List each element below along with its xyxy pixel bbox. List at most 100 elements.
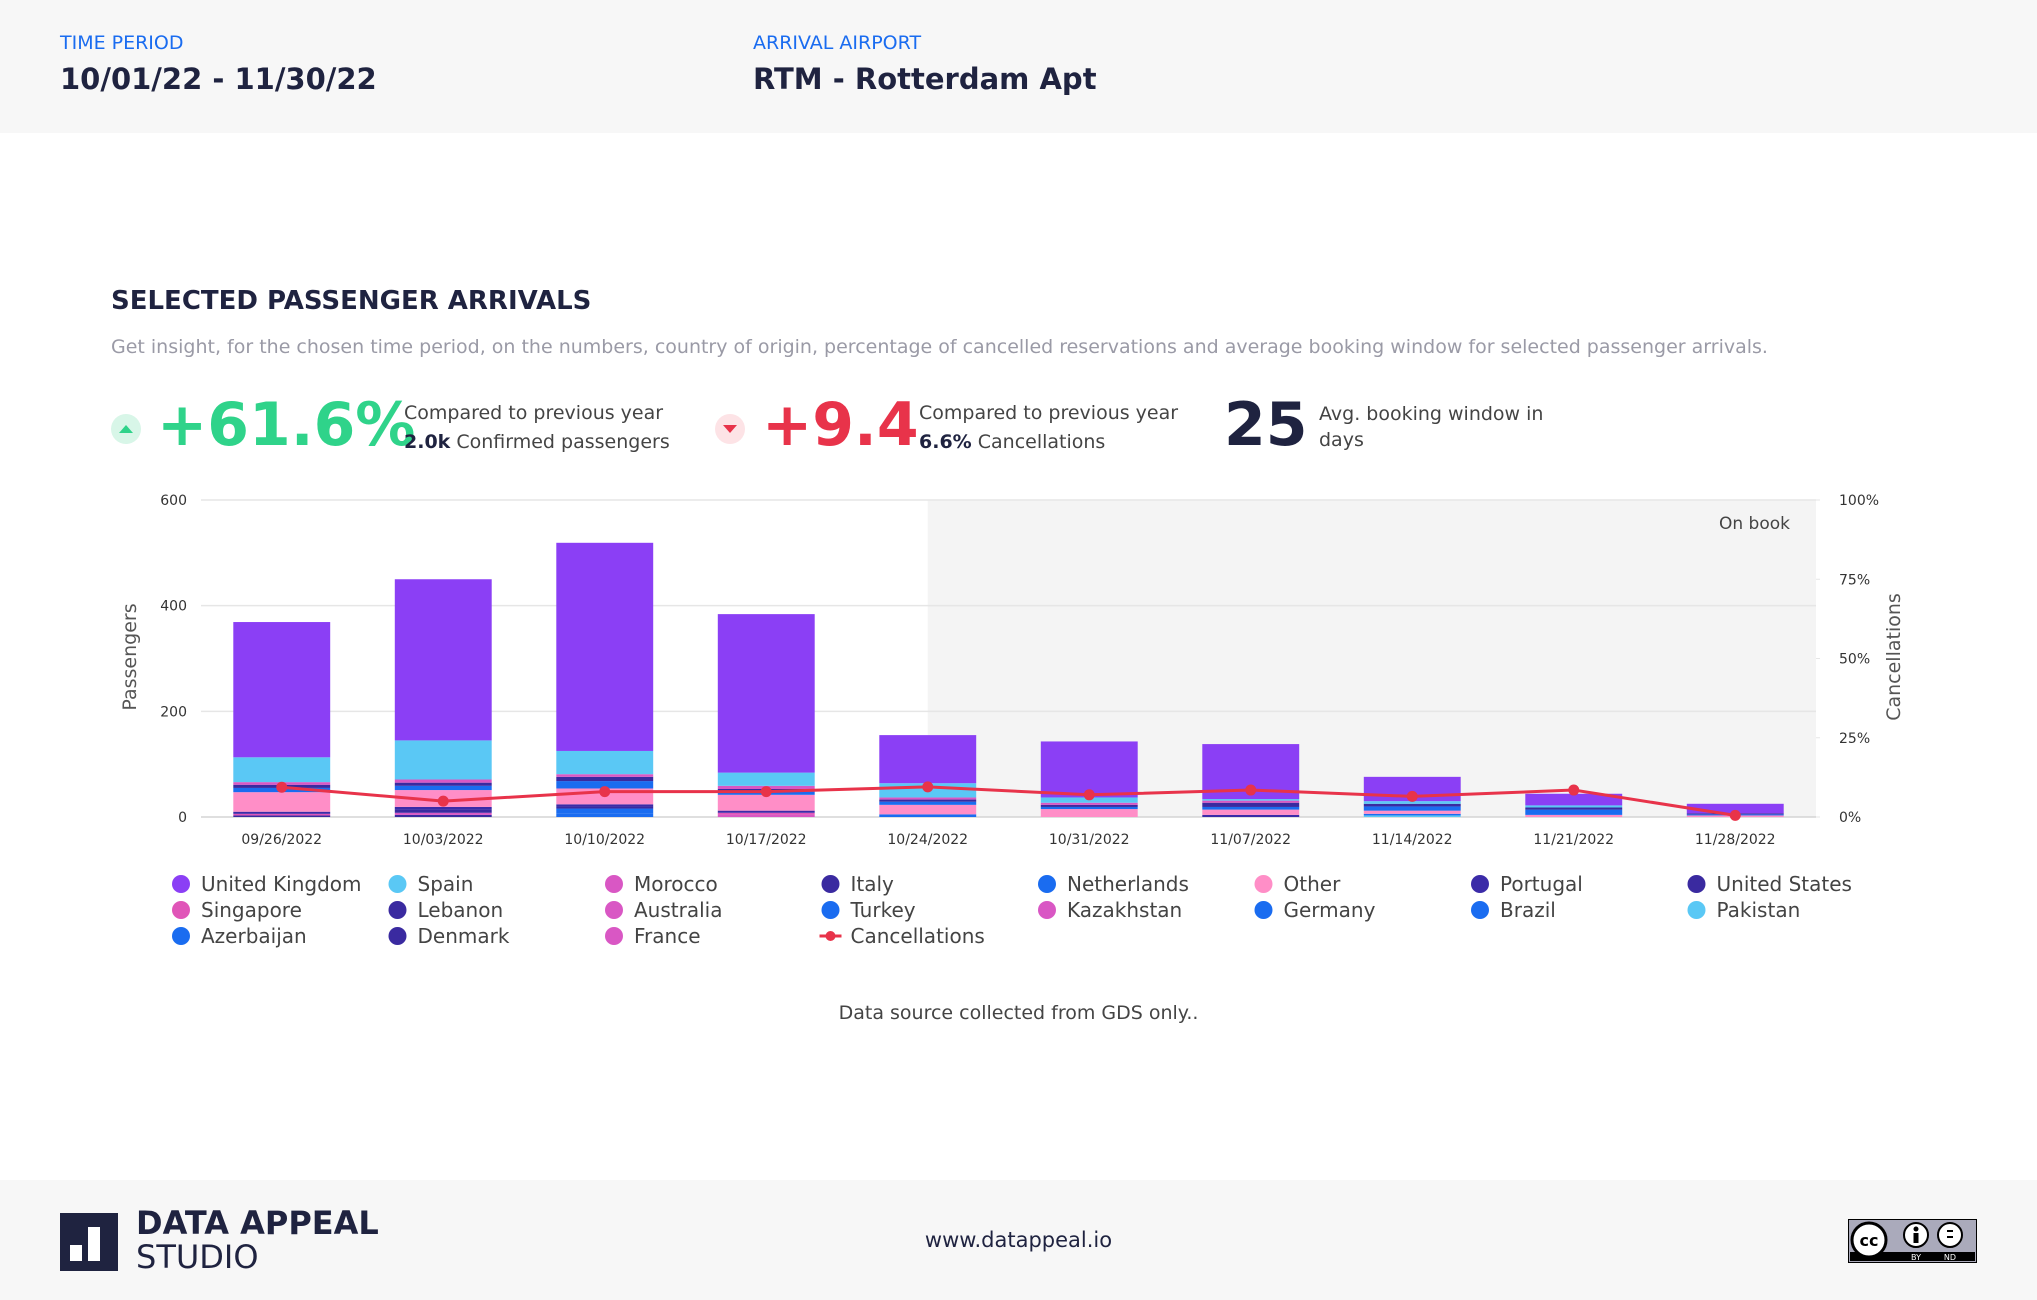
bar-segment (717, 814, 815, 817)
bar-segment (394, 740, 492, 780)
bar-segment (1525, 814, 1623, 817)
bar-segment (233, 757, 331, 783)
legend-label[interactable]: France (634, 924, 701, 948)
bar-segment (394, 814, 492, 817)
point (1083, 789, 1095, 801)
y2-tick-label: 75% (1839, 572, 1870, 588)
bar-segment (233, 622, 331, 758)
legend-marker (605, 901, 623, 919)
legend-marker (821, 901, 840, 919)
legend-label[interactable]: United States (1717, 872, 1852, 896)
legend-marker (1254, 901, 1273, 919)
logo-text: STUDIO (136, 1238, 259, 1276)
legend-label[interactable]: Spain (418, 872, 474, 896)
svg-text:cc: cc (1860, 1231, 1879, 1250)
bar-segment (1525, 805, 1623, 808)
bar-segment (1363, 803, 1461, 807)
legend-label[interactable]: Cancellations (851, 924, 985, 948)
kpi-compare: Compared to previous year (404, 402, 664, 424)
bar-segment (556, 774, 654, 777)
legend-label[interactable]: Pakistan (1717, 898, 1801, 922)
bar-segment (1363, 815, 1461, 817)
legend-label[interactable]: Turkey (850, 898, 916, 922)
line (281, 785, 1736, 817)
bar-segment (556, 806, 654, 809)
point (1406, 790, 1418, 802)
url[interactable]: www.datappeal.io (924, 1228, 1113, 1252)
bar-segment (1202, 814, 1300, 817)
y-tick-label: 0 (178, 810, 187, 826)
point (1729, 809, 1741, 821)
label: TIME PERIOD (60, 32, 184, 54)
bar-segment (879, 735, 977, 784)
bar-segment (1040, 804, 1138, 807)
header: TIME PERIOD 10/01/22 - 11/30/22 ARRIVAL … (0, 0, 2037, 133)
kpi-label: Confirmed passengers (456, 431, 670, 453)
bar-segment (1040, 809, 1138, 817)
bar-segment (879, 801, 977, 805)
bar-segment (717, 810, 815, 813)
legend-marker (388, 901, 407, 919)
bar-segment (717, 772, 815, 786)
point (1568, 784, 1580, 796)
x-tick-label: 11/21/2022 (1533, 832, 1614, 848)
kpi-text: Compared to previous year 6.6% Cancellati… (919, 399, 1178, 457)
y-axis-title: Passengers (119, 603, 141, 710)
value[interactable]: RTM - Rotterdam Apt (753, 62, 1097, 96)
x-tick-label: 10/24/2022 (887, 832, 968, 848)
bar-segment (394, 806, 492, 810)
legend-label[interactable]: United Kingdom (201, 872, 362, 896)
legend-label[interactable]: Netherlands (1067, 872, 1189, 896)
y-tick-label: 400 (160, 599, 187, 615)
legend-label[interactable]: Lebanon (418, 898, 504, 922)
bar-segment (1525, 809, 1623, 815)
kpi-compare: Compared to previous year (919, 402, 1179, 424)
bar-segment (1202, 809, 1300, 815)
kpi-label: Avg. booking window in days (1319, 403, 1544, 451)
legend-marker (1471, 875, 1489, 893)
legend-marker (388, 875, 407, 893)
bar-segment (1525, 807, 1623, 810)
legend-marker (388, 927, 407, 945)
bar-segment (394, 785, 492, 791)
legend-label[interactable]: Brazil (1500, 898, 1556, 922)
point (437, 795, 449, 807)
bar-segment (233, 815, 331, 817)
bar-segment (556, 808, 654, 814)
value[interactable]: 10/01/22 - 11/30/22 (60, 62, 377, 96)
annotation: On book (1719, 514, 1790, 534)
bar-segment (879, 799, 977, 802)
bar-segment (556, 542, 654, 751)
bar-segment (233, 792, 331, 812)
legend-marker (1687, 901, 1706, 919)
legend-label[interactable]: Morocco (634, 872, 718, 896)
point (1245, 784, 1257, 796)
y2-tick-label: 25% (1839, 731, 1870, 747)
logo-text: DATA APPEAL (136, 1204, 379, 1242)
point (599, 786, 611, 798)
legend-label[interactable]: Singapore (201, 898, 302, 922)
bar-segment (233, 811, 331, 814)
legend-label[interactable]: Portugal (1500, 872, 1583, 896)
bar-segment (556, 804, 654, 807)
bar-segment (1363, 806, 1461, 811)
footer: DATA APPEAL STUDIO www.datappeal.io cc B… (0, 1180, 2037, 1300)
legend-label[interactable]: Denmark (418, 924, 510, 948)
legend-label[interactable]: Other (1284, 872, 1342, 896)
chart: On book 0 200 400 600 0% 25% 50% 75% 100% Passenge… (119, 493, 1905, 948)
bar-segment (1040, 741, 1138, 798)
legend-label[interactable]: Kazakhstan (1067, 898, 1182, 922)
bar-segment (394, 809, 492, 813)
bar-segment (1525, 793, 1623, 806)
legend-label[interactable]: Germany (1284, 898, 1376, 922)
bar-segment (233, 813, 331, 816)
legend-label[interactable]: Italy (851, 872, 895, 896)
bar-segment (556, 813, 654, 817)
legend-label[interactable]: Australia (634, 898, 722, 922)
legend-marker (821, 875, 840, 893)
legend-marker (172, 901, 190, 919)
legend-label[interactable]: Azerbaijan (201, 924, 307, 948)
y2-tick-label: 50% (1839, 652, 1870, 668)
bar-segment (879, 804, 977, 815)
legend-marker (172, 927, 190, 945)
